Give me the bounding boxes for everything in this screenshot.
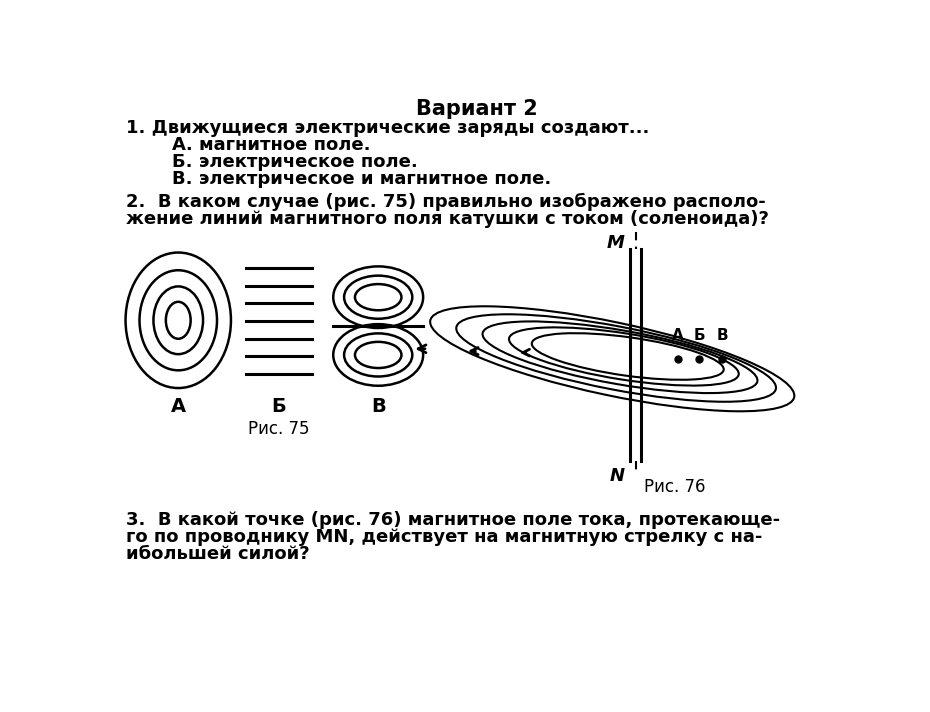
- Text: го по проводнику MN, действует на магнитную стрелку с на-: го по проводнику MN, действует на магнит…: [126, 528, 762, 546]
- Text: В: В: [716, 328, 728, 343]
- Text: жение линий магнитного поля катушки с током (соленоида)?: жение линий магнитного поля катушки с то…: [126, 210, 768, 228]
- Text: А. магнитное поле.: А. магнитное поле.: [147, 136, 371, 155]
- Text: N: N: [609, 466, 625, 485]
- Text: Б: Б: [693, 328, 705, 343]
- Text: А: А: [171, 397, 186, 417]
- Text: Б. электрическое поле.: Б. электрическое поле.: [147, 153, 418, 171]
- Text: Вариант 2: Вариант 2: [416, 99, 538, 120]
- Text: В: В: [371, 397, 386, 417]
- Text: Б: Б: [272, 397, 286, 417]
- Text: M: M: [606, 234, 625, 252]
- Text: 2.  В каком случае (рис. 75) правильно изображено располо-: 2. В каком случае (рис. 75) правильно из…: [126, 193, 765, 211]
- Text: 3.  В какой точке (рис. 76) магнитное поле тока, протекающе-: 3. В какой точке (рис. 76) магнитное пол…: [126, 511, 779, 529]
- Text: 1. Движущиеся электрические заряды создают...: 1. Движущиеся электрические заряды созда…: [126, 120, 649, 137]
- Text: Рис. 75: Рис. 75: [248, 420, 310, 439]
- Text: Рис. 76: Рис. 76: [644, 478, 705, 496]
- Text: А: А: [672, 328, 684, 343]
- Text: В. электрическое и магнитное поле.: В. электрическое и магнитное поле.: [147, 170, 551, 188]
- Text: ибольшей силой?: ибольшей силой?: [126, 545, 309, 563]
